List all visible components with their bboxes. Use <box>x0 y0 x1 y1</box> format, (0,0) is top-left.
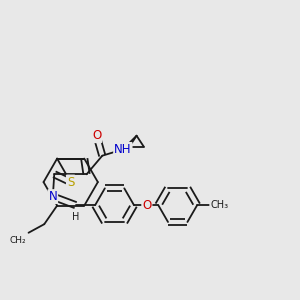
Text: N: N <box>49 190 57 203</box>
Text: O: O <box>92 129 101 142</box>
Text: O: O <box>142 199 152 212</box>
Text: CH₃: CH₃ <box>210 200 228 210</box>
Text: H: H <box>72 212 80 222</box>
Text: CH₂: CH₂ <box>9 236 26 244</box>
Text: NH: NH <box>114 143 132 156</box>
Text: S: S <box>67 176 74 188</box>
